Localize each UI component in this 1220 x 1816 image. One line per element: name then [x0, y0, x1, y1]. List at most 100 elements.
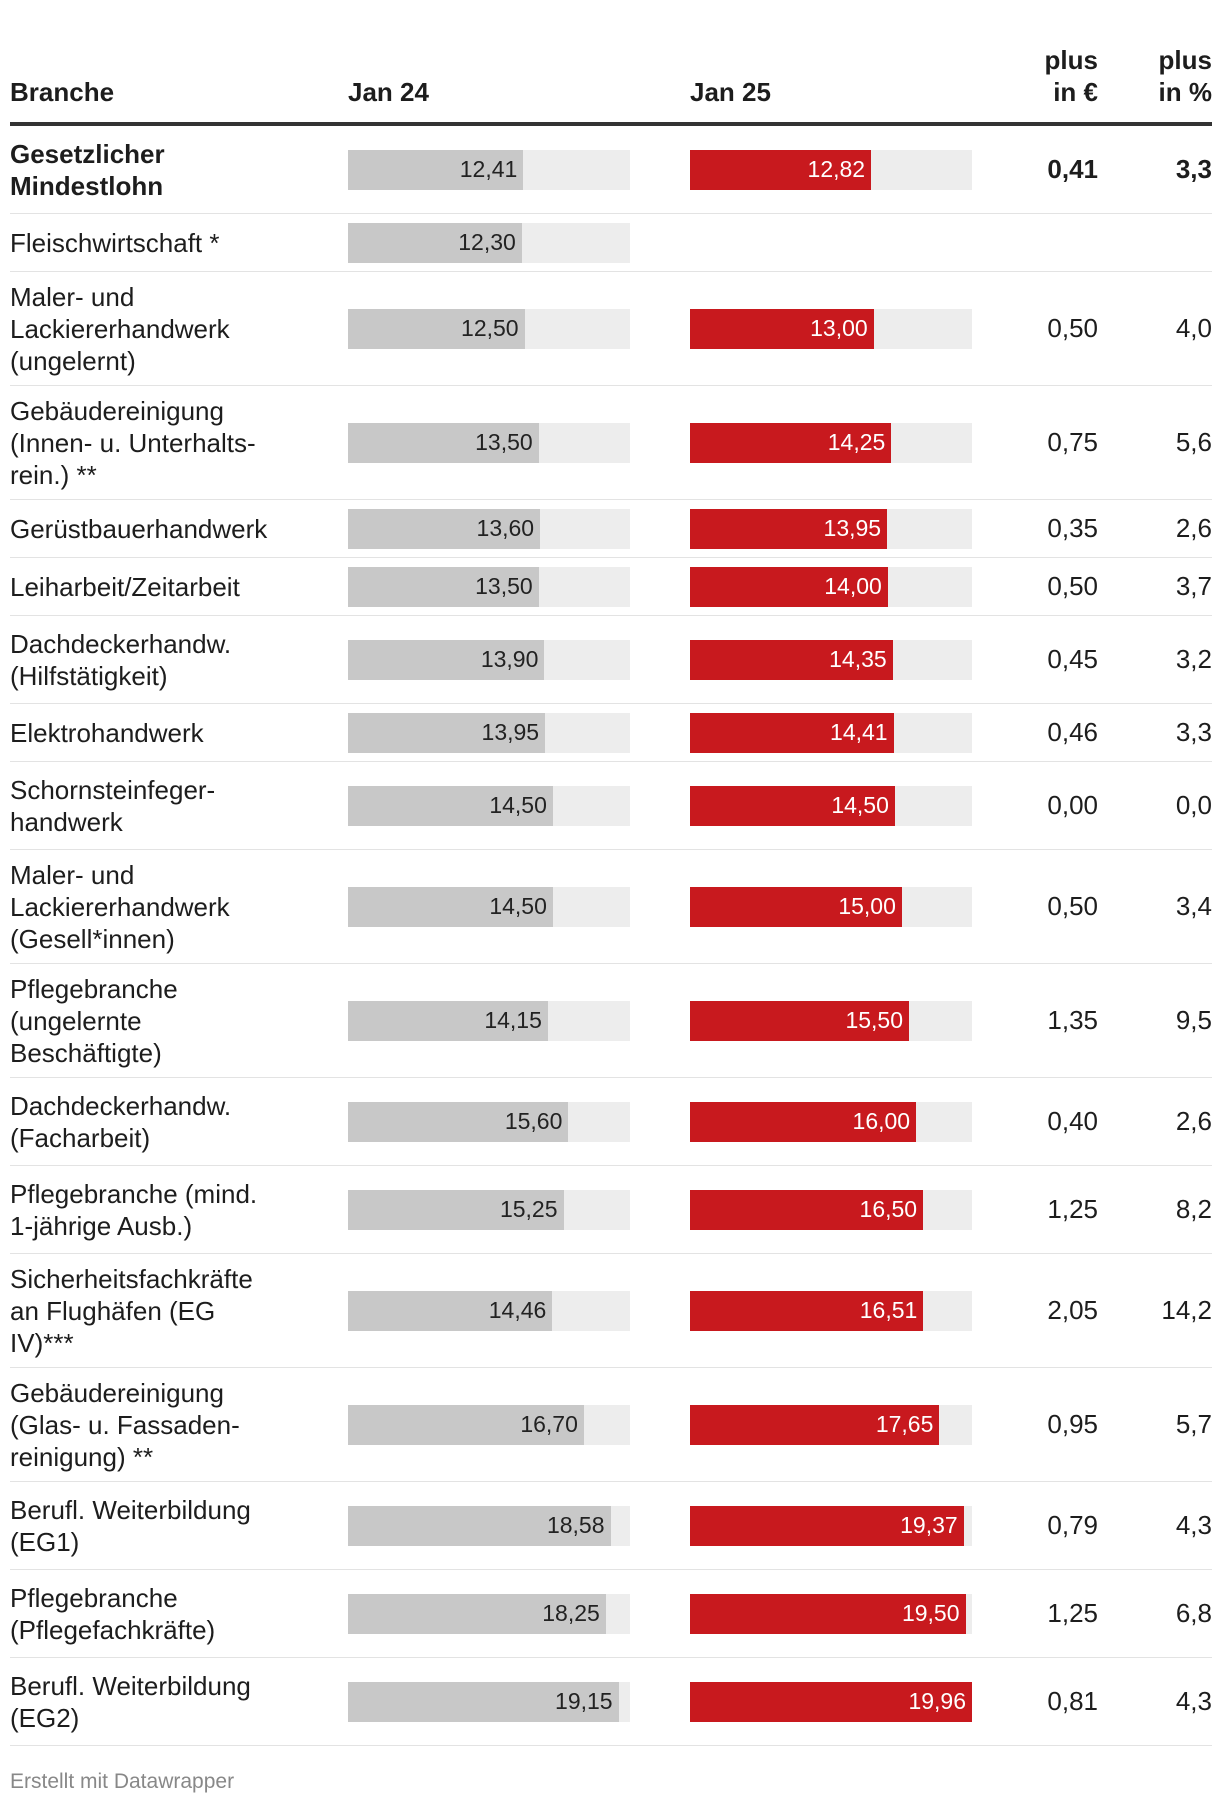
table-row[interactable]: Fleischwirtschaft * 12,30 — [10, 214, 1212, 272]
bar-jan25-value-label: 17,65 — [875, 1411, 934, 1437]
bar-jan24: 12,30 — [348, 222, 522, 263]
plus-eur-value: 0,35 — [1047, 513, 1098, 543]
bar-jan25-value-label: 14,41 — [830, 719, 888, 745]
table-row[interactable]: Dachdeckerhandw. (Facharbeit) 15,60 16,00 0… — [10, 1078, 1212, 1166]
plus-pct-value: 4,3 — [1175, 1686, 1212, 1716]
bar-jan25-track: 13,00 — [690, 308, 972, 349]
bar-jan24-value-label: 14,50 — [489, 792, 547, 818]
branche-name: Maler- und Lackiererhandwerk (ungelernt) — [10, 281, 230, 376]
table-row[interactable]: Dachdeckerhandw. (Hilfstätigkeit) 13,90 14… — [10, 616, 1212, 704]
table-row[interactable]: Elektrohandwerk 13,95 14,41 0,46 3,3 — [10, 704, 1212, 762]
bar-jan24: 16,70 — [348, 1404, 584, 1445]
table-row[interactable]: Gebäudereinigung (Glas- u. Fassaden- rei… — [10, 1368, 1212, 1482]
plus-pct-value: 2,6 — [1175, 513, 1212, 543]
wage-table: Branche Jan 24 Jan 25 plus in € plus in … — [10, 0, 1212, 1746]
bar-jan24-value-label: 13,95 — [481, 719, 540, 745]
bar-jan25: 16,50 — [690, 1189, 924, 1230]
table-row[interactable]: Schornsteinfeger- handwerk 14,50 14,50 0,00… — [10, 762, 1212, 850]
table-row[interactable]: Gerüstbauerhandwerk 13,60 13,95 0,35 2,6 — [10, 500, 1212, 558]
bar-jan24-value-label: 18,58 — [546, 1512, 605, 1538]
plus-eur-value: 0,50 — [1047, 571, 1098, 601]
bar-jan24-track: 15,60 — [348, 1101, 630, 1142]
bar-jan25: 19,37 — [690, 1505, 964, 1546]
bar-jan24-track: 14,50 — [348, 886, 630, 927]
bar-jan25-track: 17,65 — [690, 1404, 972, 1445]
branche-name: Gebäudereinigung (Innen- u. Unterhalts- … — [10, 395, 256, 490]
branche-name: Sicherheitsfachkräfte an Flughäfen (EG I… — [10, 1263, 253, 1358]
bar-jan25-track: 13,95 — [690, 508, 972, 549]
bar-jan24: 13,60 — [348, 508, 541, 549]
plus-eur-value: 0,50 — [1047, 891, 1098, 921]
plus-pct-value: 9,5 — [1175, 1005, 1212, 1035]
branche-name: Dachdeckerhandw. (Hilfstätigkeit) — [10, 628, 232, 691]
plus-pct-value: 8,2 — [1175, 1194, 1212, 1224]
table-header: Branche Jan 24 Jan 25 plus in € plus in … — [10, 0, 1212, 126]
col-header-branche[interactable]: Branche — [10, 77, 115, 107]
table-row[interactable]: Berufl. Weiterbildung (EG2) 19,15 19,96 0,8… — [10, 1658, 1212, 1746]
bar-jan24-value-label: 15,60 — [504, 1108, 563, 1134]
bar-jan25: 19,96 — [690, 1681, 972, 1722]
bar-jan25: 14,41 — [690, 712, 894, 753]
bar-jan24-track: 12,30 — [348, 222, 630, 263]
bar-jan25-track: 16,50 — [690, 1189, 972, 1230]
plus-eur-value: 1,35 — [1047, 1005, 1098, 1035]
bar-jan24: 15,60 — [348, 1101, 569, 1142]
bar-jan24-track: 18,25 — [348, 1593, 630, 1634]
bar-jan25-value-label: 14,00 — [824, 573, 882, 599]
plus-eur-value: 2,05 — [1047, 1295, 1098, 1325]
table-row[interactable]: Pflegebranche (Pflegefachkräfte) 18,25 19,… — [10, 1570, 1212, 1658]
bar-jan25-value-label: 16,50 — [859, 1196, 918, 1222]
bar-jan24: 13,50 — [348, 566, 539, 607]
table-row[interactable]: Sicherheitsfachkräfte an Flughäfen (EG I… — [10, 1254, 1212, 1368]
bar-jan25-track: 14,41 — [690, 712, 972, 753]
bar-jan25-track: 15,00 — [690, 886, 972, 927]
bar-jan24: 15,25 — [348, 1189, 564, 1230]
bar-jan24-track: 18,58 — [348, 1505, 630, 1546]
bar-jan25-track: 14,35 — [690, 639, 972, 680]
col-header-jan25[interactable]: Jan 25 — [690, 77, 771, 107]
bar-jan25-track: 15,50 — [690, 1000, 972, 1041]
bar-jan24: 13,50 — [348, 422, 539, 463]
bar-jan25-value-label: 16,51 — [859, 1297, 918, 1323]
table-row[interactable]: Maler- und Lackiererhandwerk (ungelernt)… — [10, 272, 1212, 386]
bar-jan24: 13,90 — [348, 639, 545, 680]
plus-eur-value: 0,40 — [1047, 1106, 1098, 1136]
bar-jan24: 14,15 — [348, 1000, 548, 1041]
table-row[interactable]: Pflegebranche (ungelernte Beschäftigte) 1… — [10, 964, 1212, 1078]
table-row[interactable]: Leiharbeit/Zeitarbeit 13,50 14,00 0,50 3,7 — [10, 558, 1212, 616]
bar-jan25-track: 14,00 — [690, 566, 972, 607]
branche-name: Leiharbeit/Zeitarbeit — [10, 571, 240, 602]
footer-credit: Erstellt mit Datawrapper — [10, 1770, 235, 1793]
table-row[interactable]: Gebäudereinigung (Innen- u. Unterhalts- … — [10, 386, 1212, 500]
bar-jan24-track: 14,15 — [348, 1000, 630, 1041]
bar-jan25: 17,65 — [690, 1404, 940, 1445]
bar-jan25: 14,50 — [690, 785, 895, 826]
bar-jan24-value-label: 12,41 — [459, 156, 518, 182]
branche-name: Pflegebranche (mind. 1-jährige Ausb.) — [10, 1178, 258, 1241]
col-header-plus-pct[interactable]: plus in % — [1158, 45, 1212, 107]
table-row[interactable]: Pflegebranche (mind. 1-jährige Ausb.) 15,… — [10, 1166, 1212, 1254]
col-header-plus-eur[interactable]: plus in € — [1044, 45, 1098, 107]
bar-jan24: 18,25 — [348, 1593, 606, 1634]
bar-jan24-value-label: 13,90 — [480, 646, 539, 672]
plus-pct-value: 3,7 — [1175, 571, 1212, 601]
bar-jan24-track: 13,50 — [348, 422, 630, 463]
bar-jan24-value-label: 12,30 — [458, 229, 516, 255]
bar-jan24-value-label: 14,50 — [489, 893, 547, 919]
branche-name: Berufl. Weiterbildung (EG2) — [10, 1670, 251, 1733]
plus-eur-value: 0,79 — [1047, 1510, 1098, 1540]
table-row[interactable]: Gesetzlicher Mindestlohn 12,41 12,82 0,41 3,… — [10, 126, 1212, 214]
bar-jan25: 14,00 — [690, 566, 888, 607]
bar-jan24-value-label: 13,50 — [475, 573, 533, 599]
bar-jan25-value-label: 15,50 — [845, 1007, 903, 1033]
table-row[interactable]: Maler- und Lackiererhandwerk (Gesell*inn… — [10, 850, 1212, 964]
bar-jan24-track: 16,70 — [348, 1404, 630, 1445]
bar-jan24-track: 12,50 — [348, 308, 630, 349]
bar-jan24-value-label: 14,46 — [488, 1297, 547, 1323]
bar-jan25: 14,35 — [690, 639, 893, 680]
table-row[interactable]: Berufl. Weiterbildung (EG1) 18,58 19,37 0,7… — [10, 1482, 1212, 1570]
branche-name: Fleischwirtschaft * — [10, 227, 220, 258]
bar-jan24-value-label: 14,15 — [484, 1007, 542, 1033]
branche-name: Berufl. Weiterbildung (EG1) — [10, 1494, 251, 1557]
col-header-jan24[interactable]: Jan 24 — [348, 77, 429, 107]
